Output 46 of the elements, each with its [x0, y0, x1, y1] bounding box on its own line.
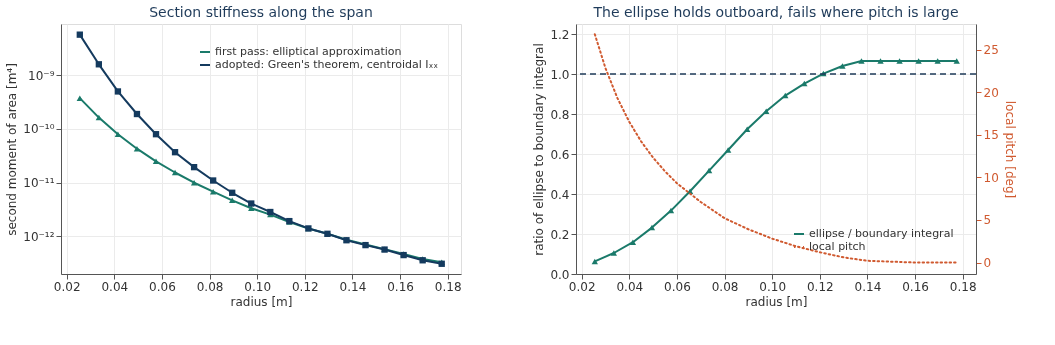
y-tick-label: 0.2 [550, 227, 570, 242]
y-tick-label: 10⁻¹² [23, 229, 55, 244]
y2-tick-label: 25 [983, 43, 999, 58]
legend-label: first pass: elliptical approximation [215, 45, 402, 58]
y2-tick-label: 5 [983, 213, 992, 228]
x-tick-label: 0.14 [339, 279, 367, 294]
x-tick-label: 0.08 [711, 279, 739, 294]
y-tick-label: 10⁻¹⁰ [23, 122, 55, 137]
x-tick-label: 0.18 [434, 279, 462, 294]
y2-axis-title: local pitch [deg] [1002, 100, 1017, 199]
x-axis-title: radius [m] [230, 294, 293, 309]
x-tick-label: 0.04 [616, 279, 644, 294]
y-tick-label: 0.4 [550, 187, 570, 202]
x-tick-label: 0.08 [196, 279, 224, 294]
x-tick-label: 0.10 [759, 279, 787, 294]
y-tick-label: 0.6 [550, 147, 570, 162]
legend-label: local pitch [809, 240, 866, 253]
y-tick-label: 0.0 [550, 267, 570, 282]
y-axis-title: ratio of ellipse to boundary integral [532, 43, 547, 256]
x-tick-label: 0.02 [568, 279, 596, 294]
legend-label: ellipse / boundary integral [809, 227, 954, 240]
y-tick-label: 10⁻⁹ [28, 68, 55, 83]
x-tick-label: 0.12 [806, 279, 834, 294]
y-tick-label: 0.8 [550, 107, 570, 122]
legend-label: adopted: Green's theorem, centroidal Iₓₓ [215, 58, 439, 71]
x-axis-title: radius [m] [745, 294, 808, 309]
y-axis-title: second moment of area [m⁴] [5, 63, 20, 236]
y-tick-label: 1.0 [550, 67, 570, 82]
y-tick-label: 1.2 [550, 27, 570, 42]
x-tick-label: 0.12 [291, 279, 319, 294]
y2-tick-label: 10 [983, 170, 999, 185]
y2-tick-label: 0 [983, 256, 992, 270]
x-tick-label: 0.14 [854, 279, 882, 294]
x-tick-label: 0.16 [387, 279, 414, 294]
x-tick-label: 0.02 [53, 279, 81, 294]
chart-title: The ellipse holds outboard, fails where pitch is large [592, 4, 959, 20]
y-tick-label: 10⁻¹¹ [23, 176, 55, 191]
x-tick-label: 0.16 [902, 279, 929, 294]
chart-title: Section stiffness along the span [149, 4, 373, 20]
x-tick-label: 0.06 [664, 279, 691, 294]
y2-tick-label: 20 [983, 85, 999, 100]
x-tick-label: 0.06 [149, 279, 176, 294]
x-tick-label: 0.18 [949, 279, 977, 294]
x-tick-label: 0.10 [244, 279, 272, 294]
y2-tick-label: 15 [983, 128, 999, 143]
x-tick-label: 0.04 [101, 279, 129, 294]
